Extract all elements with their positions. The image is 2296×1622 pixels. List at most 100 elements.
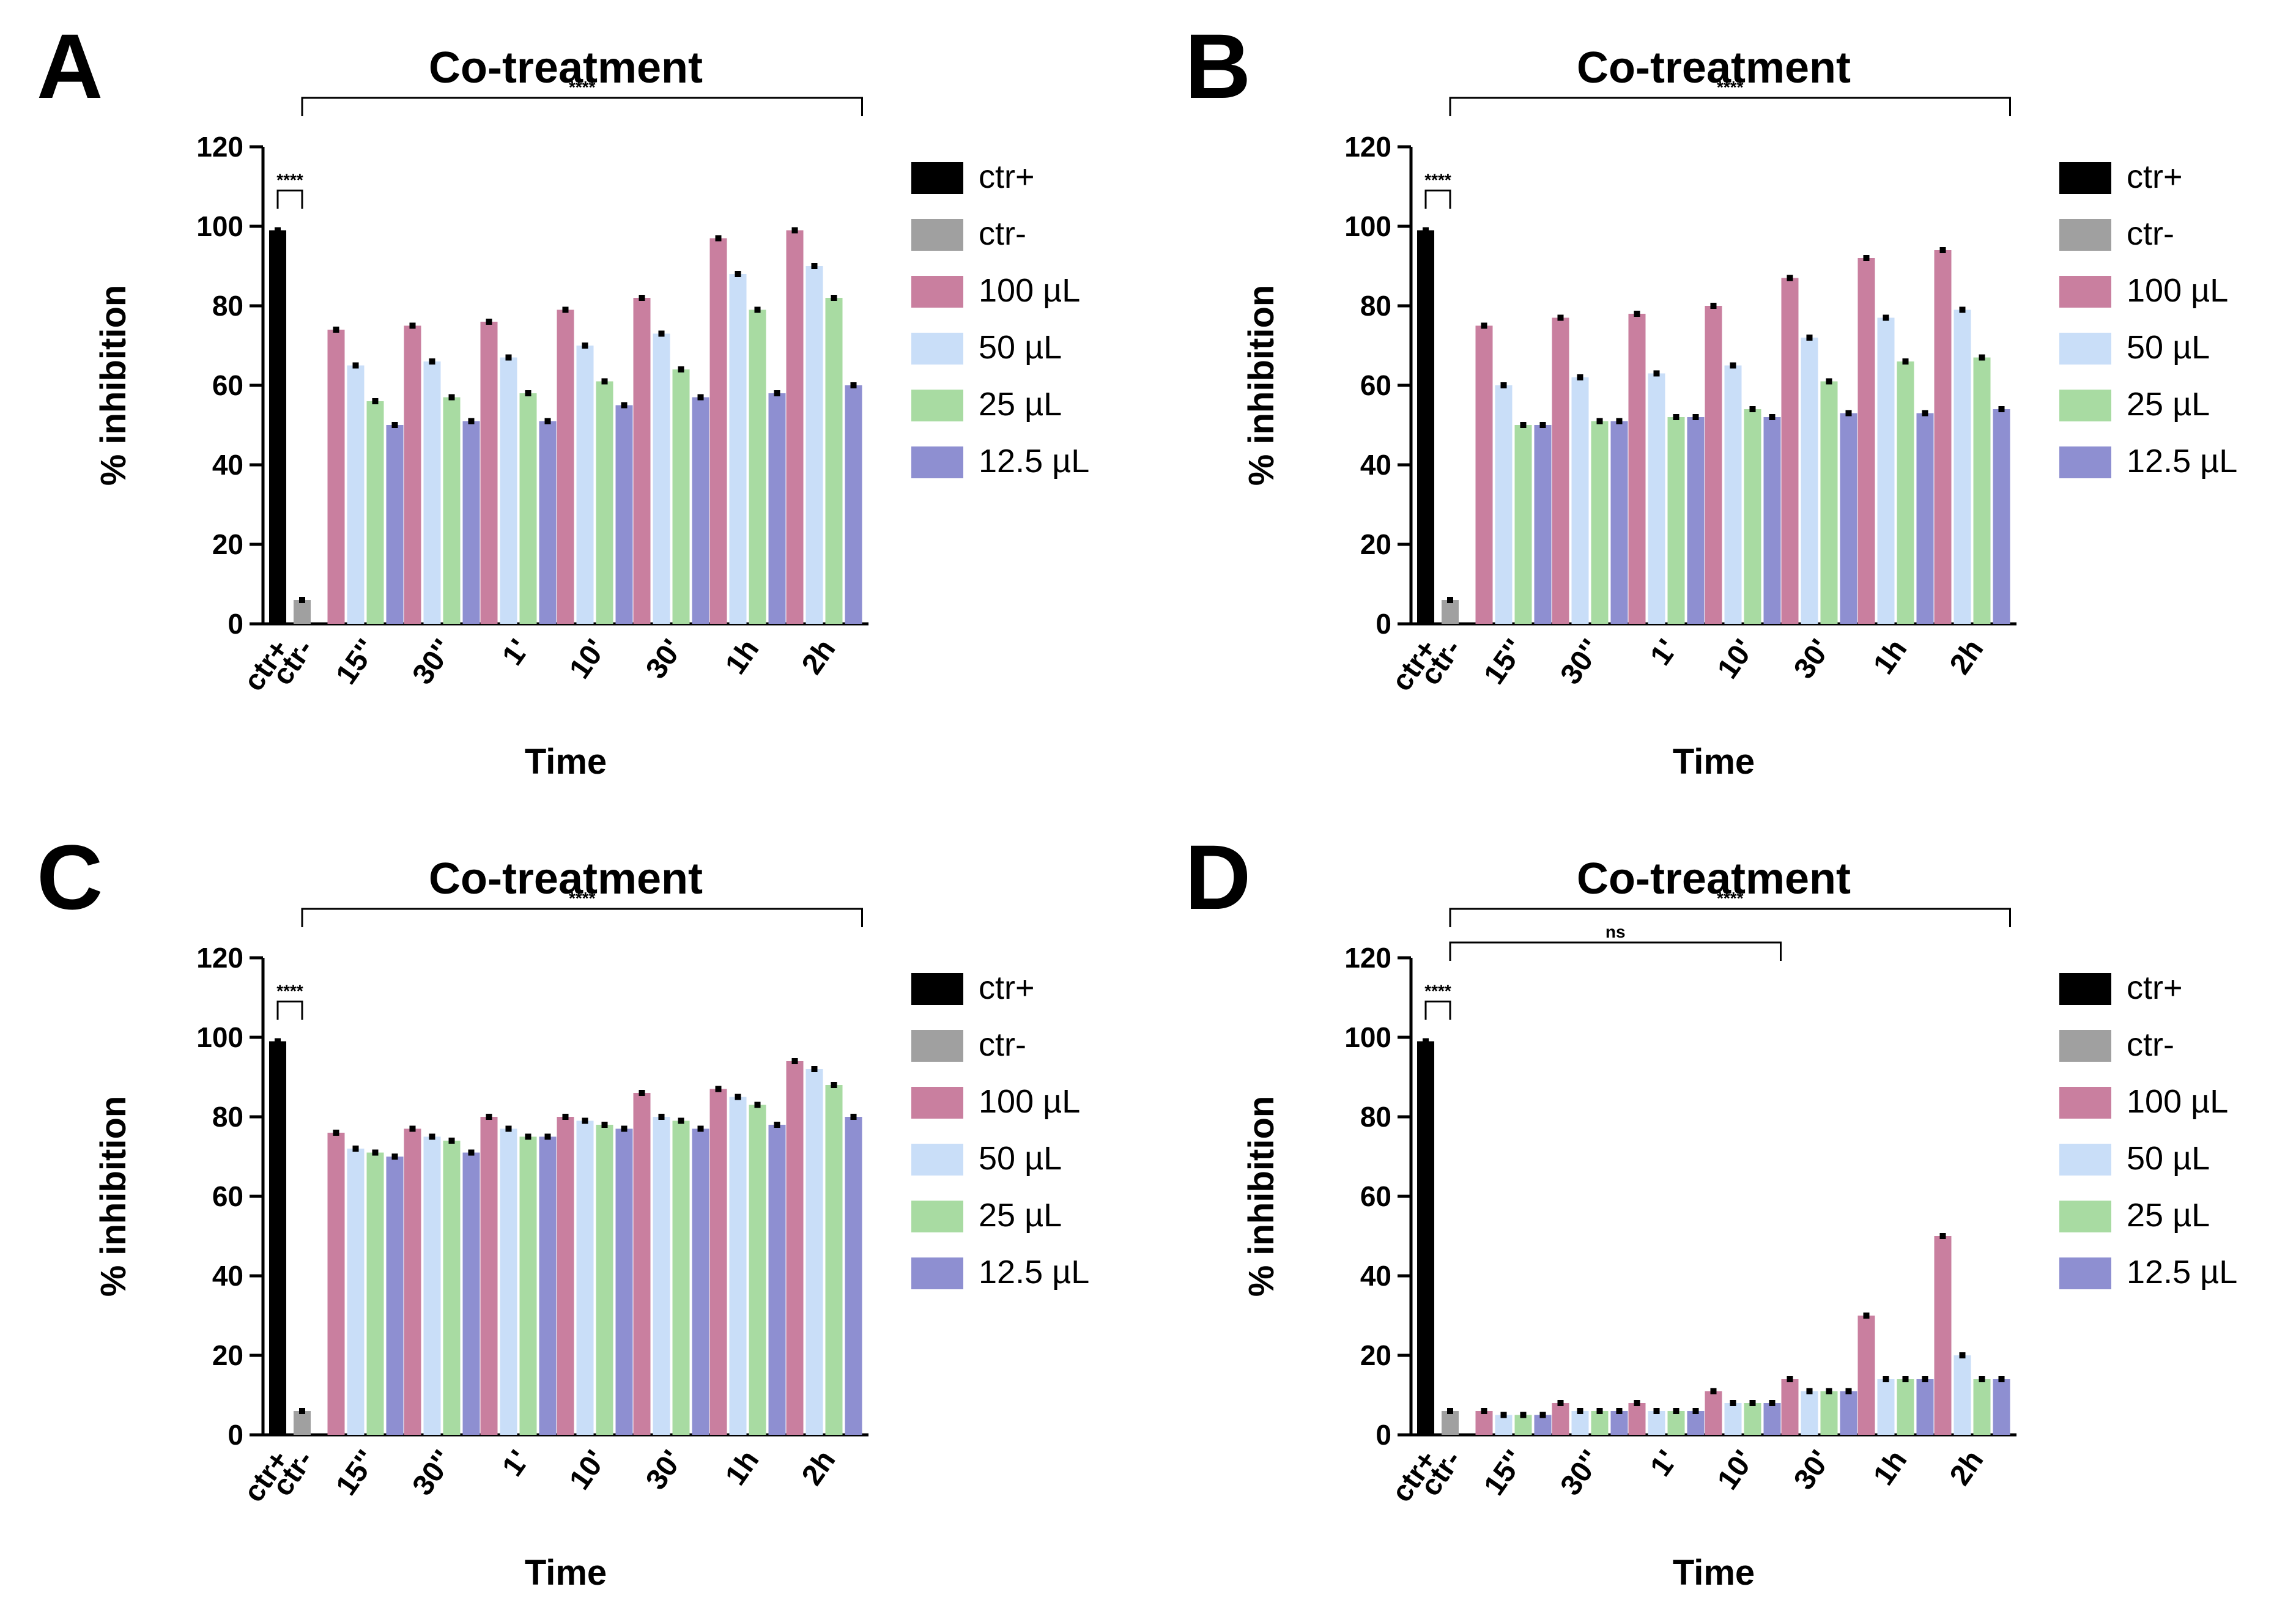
bar-25-ul-2h	[825, 298, 843, 624]
bar-25-ul-1h	[749, 1105, 766, 1435]
error-cap	[372, 398, 379, 404]
bar-100-ul-30	[1781, 278, 1799, 624]
bar-50-ul-30	[1801, 1391, 1818, 1435]
x-tick-label: 30''	[406, 634, 459, 691]
significance-bracket	[276, 190, 303, 209]
bar-12-5-ul-15	[1534, 1415, 1552, 1435]
bar-12-5-ul-1h	[768, 393, 786, 624]
bar-ctr	[1417, 1041, 1434, 1435]
bar-100-ul-1h	[1857, 1316, 1875, 1435]
bar-100-ul-10	[557, 1117, 574, 1435]
bar-ctr	[294, 1411, 311, 1435]
x-tick-label: 2h	[1944, 1445, 1990, 1491]
error-cap	[505, 1125, 512, 1132]
error-cap	[1692, 1408, 1699, 1414]
bar-50-ul-1h	[1877, 1379, 1895, 1435]
error-cap	[678, 1117, 684, 1124]
bar-100-ul-15	[327, 1133, 345, 1435]
error-cap	[1653, 1408, 1660, 1414]
error-cap	[391, 422, 398, 428]
bar-25-ul-10	[596, 381, 613, 624]
panel-c: C Co-treatment 0 20 40 60 80 100 120 % inhibition…	[0, 811, 1148, 1622]
significance-bracket	[1449, 97, 2011, 116]
y-tick-label: 40	[1360, 1260, 1391, 1292]
x-axis-label: Time	[525, 1553, 607, 1593]
legend-label-ctr: ctr+	[979, 969, 1035, 1006]
bar-50-ul-15	[1495, 1415, 1513, 1435]
legend-label-25-ul: 25 µL	[979, 386, 1062, 423]
bar-100-ul-1h	[709, 1089, 727, 1435]
error-cap	[275, 227, 281, 234]
error-cap	[639, 295, 645, 301]
y-tick-label: 100	[196, 1021, 243, 1053]
y-tick-label: 80	[212, 290, 243, 322]
bar-100-ul-10	[557, 309, 574, 624]
error-cap	[1730, 1400, 1736, 1406]
legend-label-25-ul: 25 µL	[2127, 1197, 2210, 1234]
error-cap	[658, 1114, 665, 1120]
error-cap	[1902, 358, 1909, 365]
error-cap	[1539, 1412, 1546, 1418]
error-cap	[525, 390, 531, 396]
error-cap	[299, 1408, 305, 1414]
error-cap	[1481, 322, 1487, 329]
bar-12-5-ul-30	[1840, 413, 1857, 624]
chart-title: Co-treatment	[1577, 854, 1851, 903]
bar-25-ul-1	[1667, 417, 1685, 624]
error-cap	[582, 343, 588, 349]
error-cap	[831, 295, 837, 301]
error-cap	[697, 394, 704, 401]
error-cap	[1939, 1233, 1946, 1239]
error-cap	[1447, 597, 1453, 603]
error-cap	[352, 1146, 359, 1152]
legend-label-100-ul: 100 µL	[2127, 272, 2228, 309]
error-cap	[621, 1125, 628, 1132]
bar-50-ul-15	[347, 1149, 365, 1435]
legend-swatch-100-ul	[2059, 276, 2111, 308]
legend-swatch-50-ul	[911, 333, 963, 365]
bar-100-ul-2h	[1934, 250, 1952, 624]
error-cap	[1769, 414, 1776, 420]
error-cap	[1423, 227, 1429, 234]
bar-50-ul-30	[423, 361, 441, 624]
panel-b: B Co-treatment 0 20 40 60 80 100 120 % inhibition…	[1148, 0, 2296, 811]
error-cap	[1826, 1388, 1832, 1394]
error-cap	[1883, 1376, 1889, 1382]
chart-title: Co-treatment	[429, 854, 703, 903]
bar-12-5-ul-15	[386, 425, 404, 624]
legend-swatch-ctr	[911, 973, 963, 1005]
error-cap	[1447, 1408, 1453, 1414]
bar-25-ul-2h	[1973, 1379, 1991, 1435]
error-cap	[850, 1114, 857, 1120]
bar-25-ul-30	[1591, 421, 1609, 624]
x-tick-label: 30'	[640, 1445, 689, 1495]
error-cap	[1806, 335, 1813, 341]
bar-50-ul-1	[500, 357, 517, 624]
bar-12-5-ul-30	[692, 1128, 709, 1435]
error-cap	[811, 263, 818, 269]
chart-svg: D Co-treatment 0 20 40 60 80 100 120 % inhibition…	[1185, 826, 2237, 1593]
y-tick-label: 0	[1376, 608, 1391, 640]
error-cap	[1596, 418, 1603, 424]
error-cap	[678, 366, 684, 372]
legend-label-50-ul: 50 µL	[2127, 329, 2210, 366]
significance-label: ****	[1424, 982, 1451, 1001]
bar-25-ul-1h	[749, 309, 766, 624]
bar-ctr	[1442, 600, 1459, 624]
bar-12-5-ul-30	[1610, 421, 1628, 624]
error-cap	[850, 382, 857, 388]
error-cap	[333, 327, 339, 333]
y-tick-label: 120	[1344, 131, 1391, 163]
bar-100-ul-10	[1705, 306, 1722, 624]
bar-25-ul-15	[1514, 1415, 1532, 1435]
error-cap	[505, 354, 512, 361]
error-cap	[1998, 406, 2005, 412]
bar-50-ul-15	[1495, 385, 1513, 624]
bar-12-5-ul-1h	[768, 1125, 786, 1435]
error-cap	[1826, 378, 1832, 385]
error-cap	[1653, 370, 1660, 377]
significance-bracket	[1424, 1001, 1451, 1020]
x-tick-label: 2h	[796, 1445, 842, 1491]
legend-label-12-5-ul: 12.5 µL	[979, 1254, 1089, 1291]
error-cap	[774, 390, 780, 396]
